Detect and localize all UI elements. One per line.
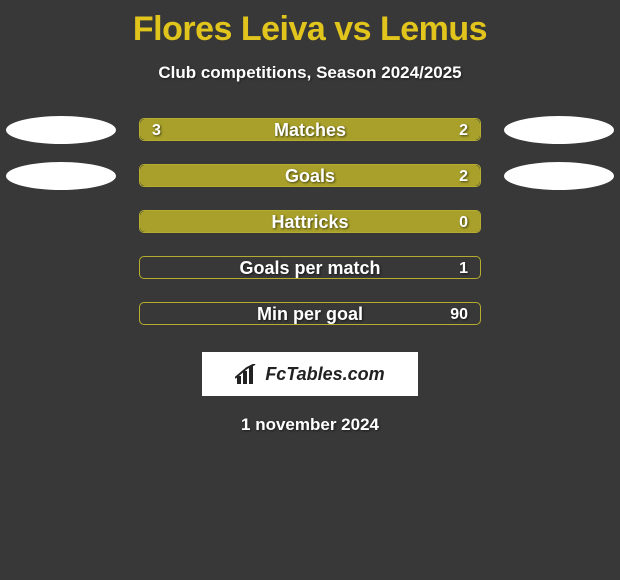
stat-value-left: 3 bbox=[152, 119, 161, 141]
page-title: Flores Leiva vs Lemus bbox=[0, 0, 620, 49]
stat-bar: Matches3 2 bbox=[139, 118, 481, 141]
stat-row: Goals per match1 bbox=[0, 256, 620, 279]
player-oval-left bbox=[6, 116, 116, 144]
stat-row: Min per goal90 bbox=[0, 302, 620, 325]
stat-label: Matches bbox=[140, 119, 480, 141]
comparison-infographic: Flores Leiva vs Lemus Club competitions,… bbox=[0, 0, 620, 580]
stat-value-right: 1 bbox=[459, 257, 468, 279]
player-oval-left bbox=[6, 162, 116, 190]
player-oval-right bbox=[504, 116, 614, 144]
subtitle: Club competitions, Season 2024/2025 bbox=[0, 63, 620, 83]
stat-value-right: 90 bbox=[450, 303, 468, 325]
chart-icon bbox=[235, 364, 259, 384]
stat-bar: Min per goal90 bbox=[139, 302, 481, 325]
brand-text: FcTables.com bbox=[265, 364, 384, 385]
stat-row: Goals2 bbox=[0, 164, 620, 187]
stat-label: Hattricks bbox=[140, 211, 480, 233]
stat-label: Goals per match bbox=[140, 257, 480, 279]
player-oval-right bbox=[504, 162, 614, 190]
stat-bar: Goals per match1 bbox=[139, 256, 481, 279]
date-text: 1 november 2024 bbox=[0, 415, 620, 435]
stat-label: Min per goal bbox=[140, 303, 480, 325]
stat-value-right: 0 bbox=[459, 211, 468, 233]
stat-bar: Hattricks0 bbox=[139, 210, 481, 233]
stat-row: Matches3 2 bbox=[0, 118, 620, 141]
stat-row: Hattricks0 bbox=[0, 210, 620, 233]
stat-value-right: 2 bbox=[459, 119, 468, 141]
brand-logo: FcTables.com bbox=[202, 352, 418, 396]
stat-label: Goals bbox=[140, 165, 480, 187]
stat-value-right: 2 bbox=[459, 165, 468, 187]
stat-rows: Matches32Goals2Hattricks0Goals per match… bbox=[0, 118, 620, 325]
stat-bar: Goals2 bbox=[139, 164, 481, 187]
